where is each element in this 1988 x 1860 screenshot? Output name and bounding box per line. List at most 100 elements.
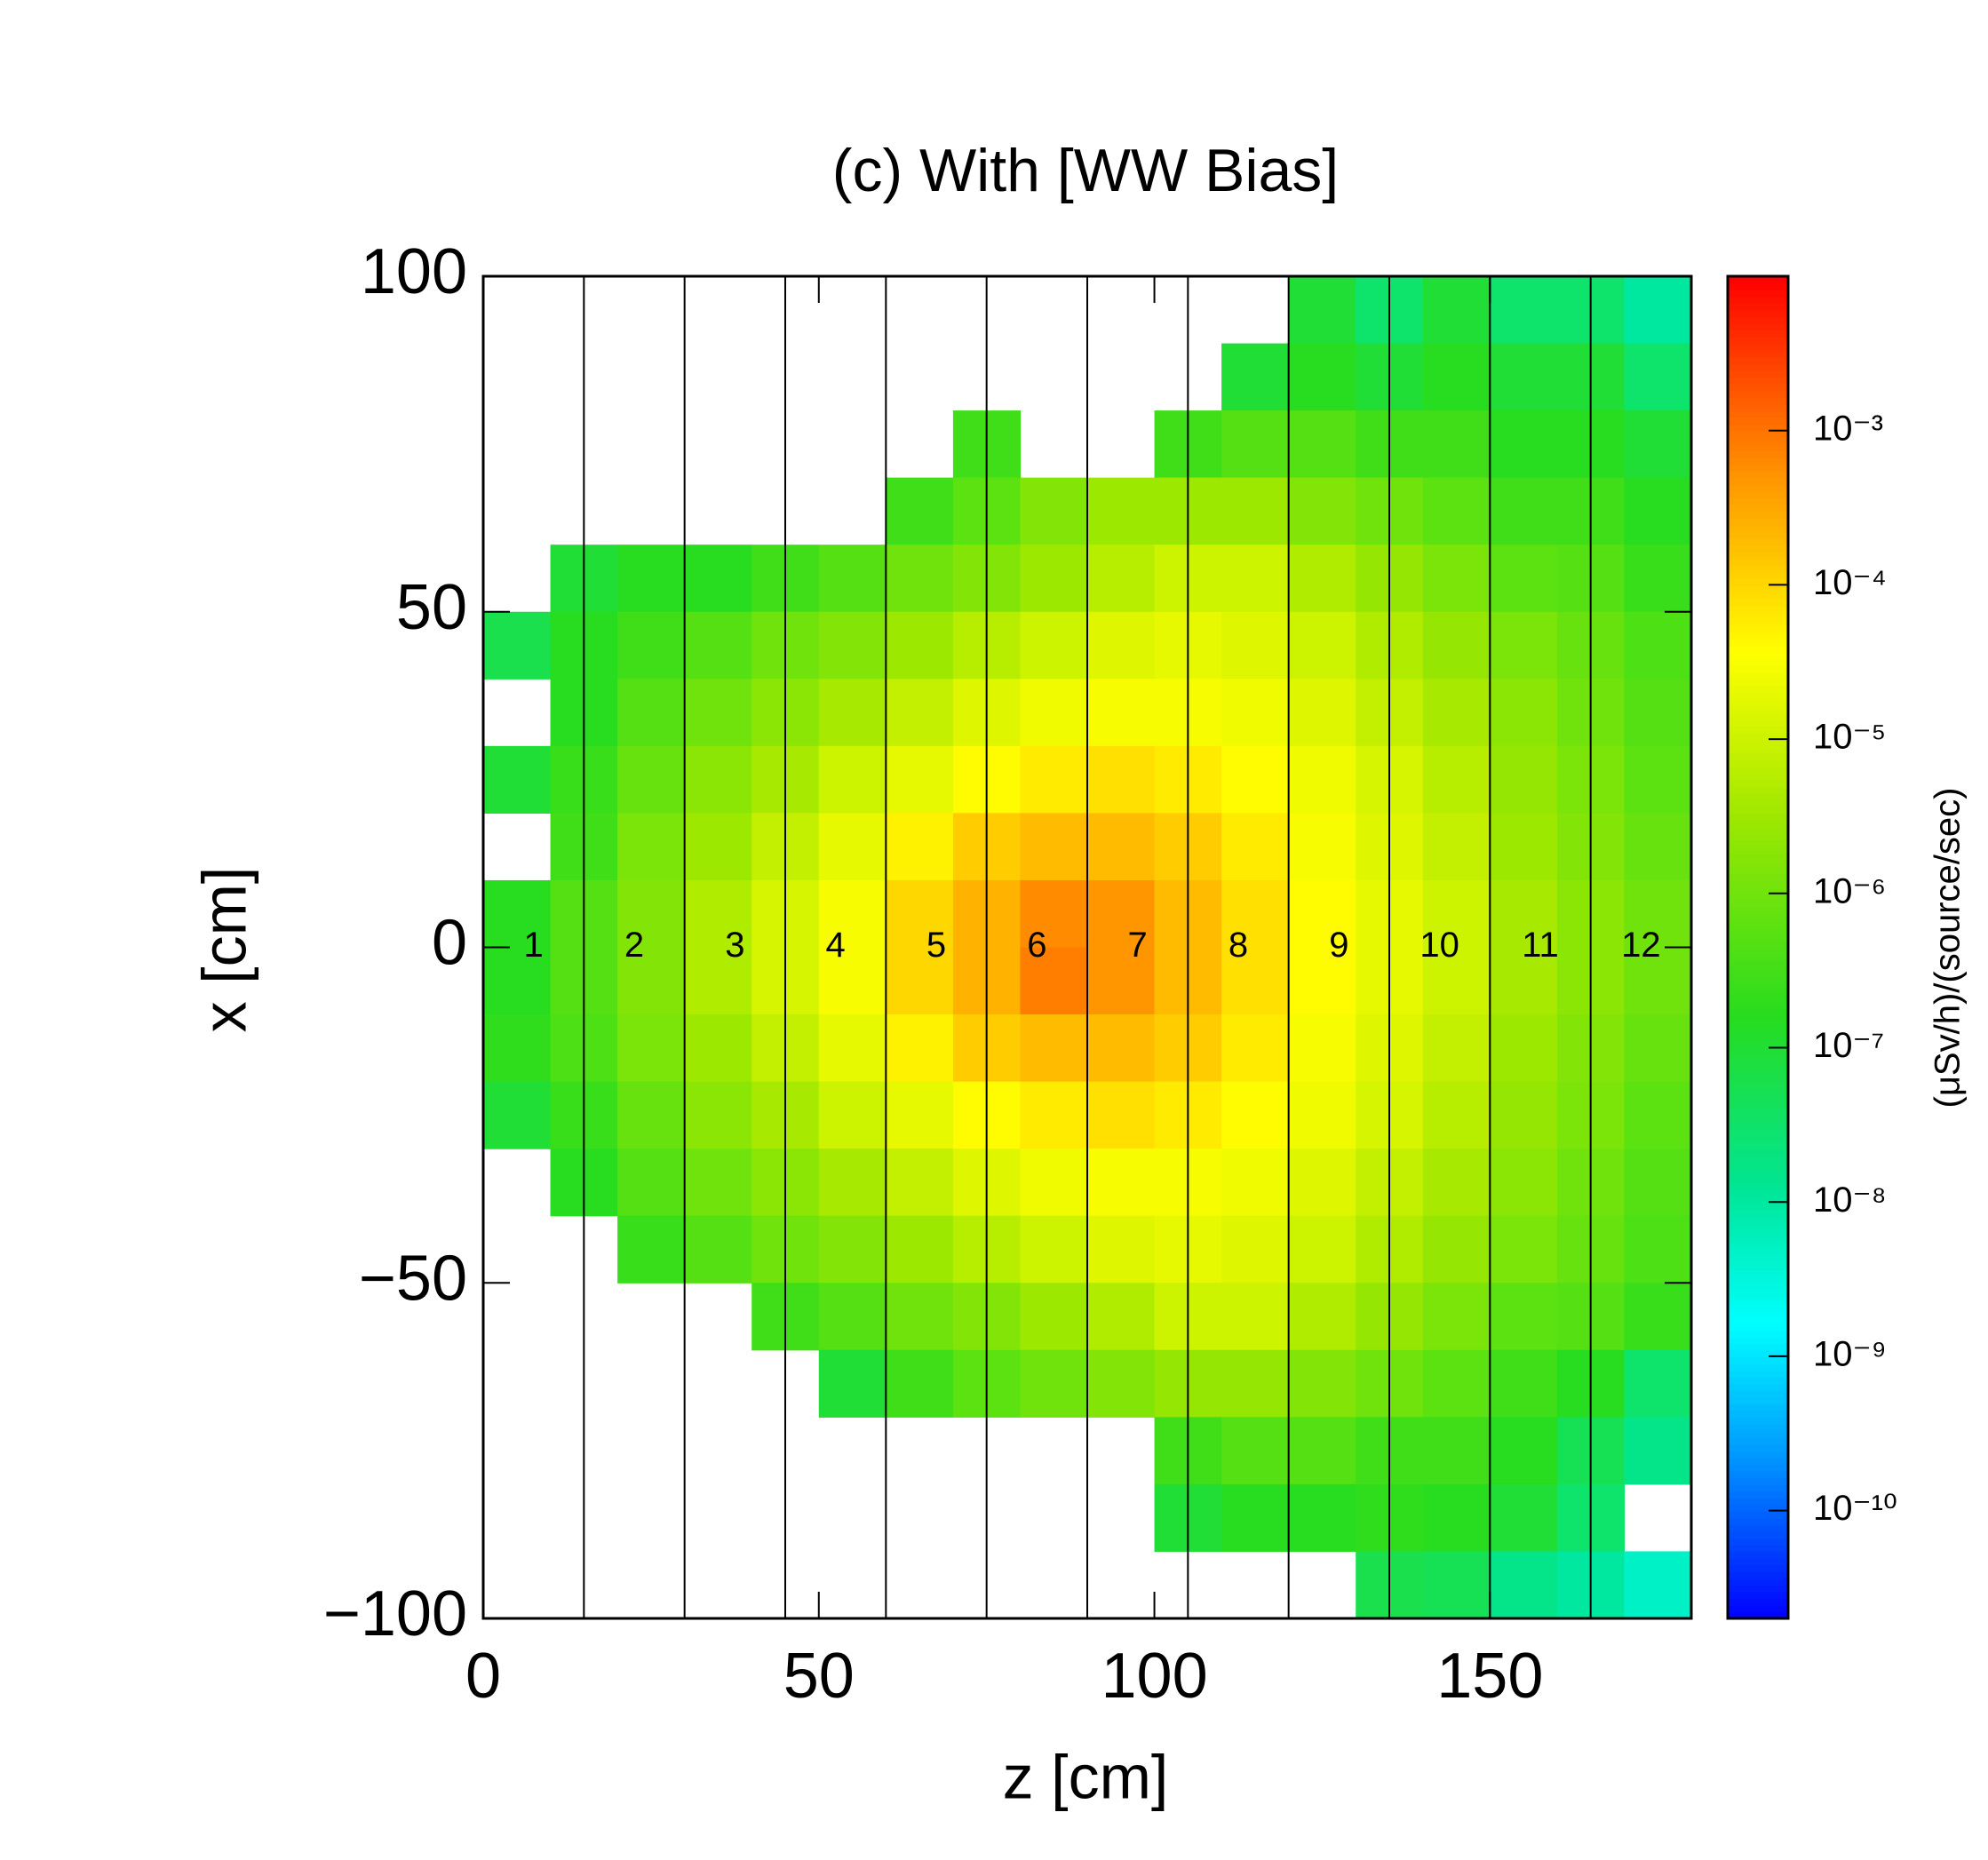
- colorbar-swatch: [1728, 370, 1788, 378]
- heat-cell: [886, 679, 954, 747]
- colorbar-swatch: [1728, 1155, 1788, 1164]
- heat-cell: [818, 1081, 887, 1149]
- heat-cell: [1624, 947, 1692, 1015]
- heat-cell: [886, 1349, 954, 1418]
- heat-cell: [886, 1215, 954, 1284]
- colorbar-swatch: [1728, 1269, 1788, 1277]
- heat-cell: [1288, 1014, 1356, 1083]
- colorbar-swatch: [1728, 1457, 1788, 1466]
- colorbar-swatch: [1728, 1370, 1788, 1378]
- colorbar-swatch: [1728, 732, 1788, 741]
- heat-cell: [1288, 611, 1356, 680]
- colorbar-swatch: [1728, 551, 1788, 560]
- colorbar-swatch: [1728, 1115, 1788, 1123]
- colorbar-swatch: [1728, 477, 1788, 486]
- heat-cell: [1087, 1014, 1156, 1083]
- colorbar-tick-label: 10⁻¹⁰: [1813, 1489, 1897, 1528]
- colorbar-swatch: [1728, 1256, 1788, 1264]
- heat-cell: [1020, 813, 1088, 881]
- heat-cell: [1221, 679, 1290, 747]
- colorbar-swatch: [1728, 879, 1788, 888]
- heat-cell: [886, 544, 954, 613]
- heat-cell: [1288, 879, 1356, 949]
- heat-cell: [1422, 1215, 1491, 1284]
- colorbar-swatch: [1728, 1262, 1788, 1270]
- colorbar-swatch: [1728, 907, 1788, 915]
- colorbar-swatch: [1728, 779, 1788, 787]
- heat-cell: [1288, 1417, 1356, 1485]
- heat-cell: [1288, 1283, 1356, 1351]
- x-tick-label: 100: [1101, 1641, 1207, 1712]
- colorbar-swatch: [1728, 1202, 1788, 1210]
- heat-cell: [1221, 1483, 1290, 1553]
- colorbar-swatch: [1728, 1410, 1788, 1419]
- colorbar-swatch: [1728, 611, 1788, 620]
- colorbar-swatch: [1728, 1403, 1788, 1411]
- heat-cell: [1221, 477, 1290, 545]
- colorbar-swatch: [1728, 363, 1788, 371]
- colorbar-swatch: [1728, 490, 1788, 499]
- colorbar-swatch: [1728, 679, 1788, 687]
- colorbar-swatch: [1728, 954, 1788, 962]
- colorbar-swatch: [1728, 1316, 1788, 1324]
- heat-cell: [1087, 477, 1156, 545]
- colorbar-swatch: [1728, 424, 1788, 432]
- heat-cell: [1020, 1283, 1088, 1351]
- heat-cell: [1422, 1349, 1491, 1418]
- y-tick-label: −50: [359, 1243, 467, 1314]
- colorbar-swatch: [1728, 343, 1788, 351]
- heat-cell: [1624, 1014, 1692, 1083]
- colorbar-swatch: [1728, 1498, 1788, 1506]
- heat-cell: [818, 1283, 887, 1351]
- colorbar-swatch: [1728, 1611, 1788, 1619]
- colorbar-swatch: [1728, 1343, 1788, 1351]
- heat-cell: [483, 1014, 552, 1083]
- heat-cell: [1624, 1081, 1692, 1149]
- colorbar-swatch: [1728, 1477, 1788, 1485]
- heat-cell: [1288, 1483, 1356, 1553]
- heat-cell: [1221, 410, 1290, 479]
- heat-cell: [1288, 745, 1356, 814]
- colorbar-swatch: [1728, 886, 1788, 894]
- y-tick-label: 100: [361, 236, 467, 307]
- colorbar-swatch: [1728, 752, 1788, 760]
- y-tick-label: −100: [323, 1578, 467, 1649]
- heat-cell: [1624, 1349, 1692, 1418]
- heat-cell: [1020, 1149, 1088, 1217]
- heat-cell: [684, 947, 752, 1015]
- heat-cell: [1624, 544, 1692, 613]
- colorbar-swatch: [1728, 1054, 1788, 1062]
- heat-cell: [1020, 879, 1088, 949]
- region-label: 6: [1027, 926, 1046, 965]
- heat-cell: [1422, 1417, 1491, 1485]
- heat-cell: [1221, 745, 1290, 814]
- colorbar-swatch: [1728, 1396, 1788, 1405]
- heat-cell: [1221, 611, 1290, 680]
- colorbar-swatch: [1728, 309, 1788, 318]
- heat-cell: [1490, 343, 1558, 411]
- colorbar-swatch: [1728, 1464, 1788, 1472]
- colorbar-swatch: [1728, 584, 1788, 592]
- colorbar-swatch: [1728, 806, 1788, 815]
- colorbar-swatch: [1728, 745, 1788, 754]
- colorbar-swatch: [1728, 698, 1788, 707]
- colorbar-swatch: [1728, 1302, 1788, 1311]
- colorbar-swatch: [1728, 1356, 1788, 1364]
- heat-cell: [818, 544, 887, 613]
- heat-cell: [1087, 1283, 1156, 1351]
- colorbar-swatch: [1728, 1068, 1788, 1076]
- heat-cell: [1221, 879, 1290, 949]
- heat-cell: [818, 1014, 887, 1083]
- colorbar-swatch: [1728, 1430, 1788, 1438]
- colorbar-swatch: [1728, 759, 1788, 767]
- heat-cell: [617, 1081, 686, 1149]
- chart-title: (c) With [WW Bias]: [832, 137, 1339, 204]
- colorbar-swatch: [1728, 987, 1788, 996]
- heat-cell: [1221, 1417, 1290, 1485]
- colorbar-swatch: [1728, 511, 1788, 519]
- heat-cell: [886, 745, 954, 814]
- colorbar-swatch: [1728, 1451, 1788, 1459]
- colorbar-swatch: [1728, 1175, 1788, 1183]
- colorbar-swatch: [1728, 592, 1788, 600]
